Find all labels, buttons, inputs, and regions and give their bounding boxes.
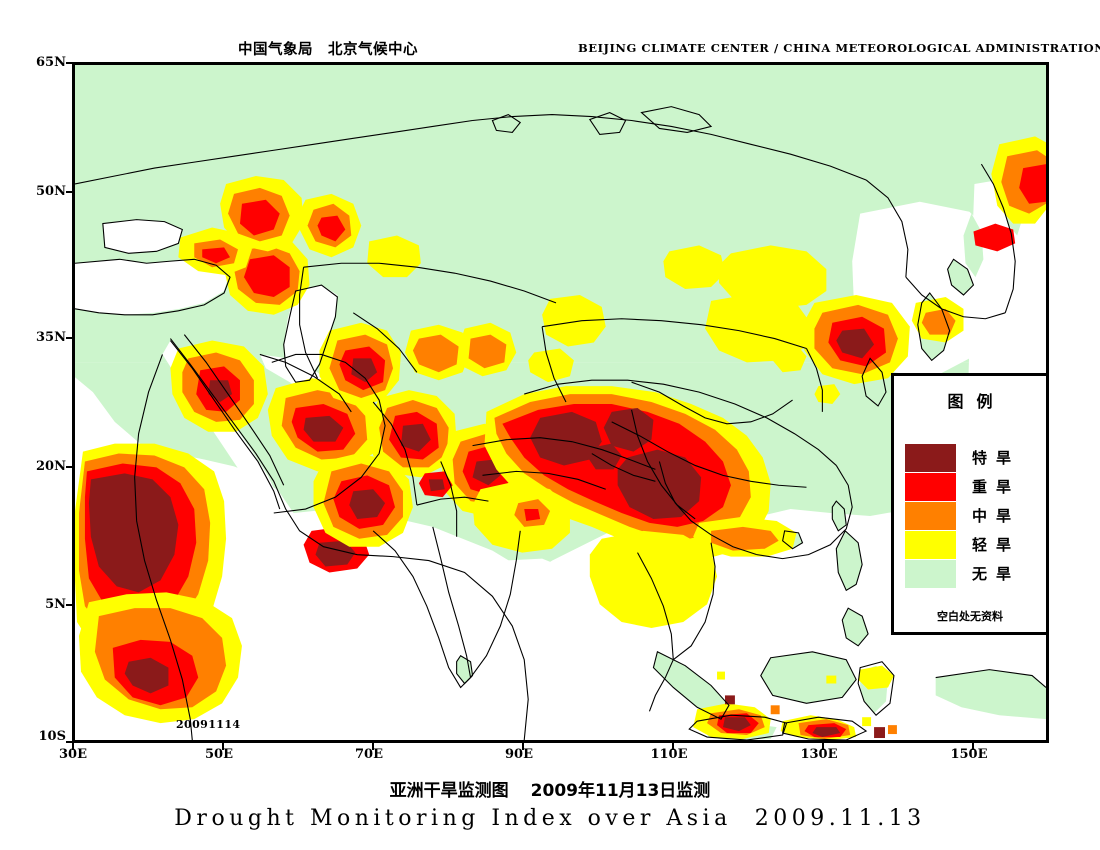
x-axis-tick-label: 110E bbox=[650, 747, 688, 762]
legend-swatch-light-drought bbox=[905, 530, 956, 559]
legend-label-no-drought: 无旱 bbox=[972, 565, 1021, 583]
legend-swatch-severe-drought bbox=[905, 472, 956, 501]
legend-swatch-no-drought bbox=[905, 559, 956, 588]
x-axis-tick-label: 30E bbox=[59, 747, 87, 762]
legend-item-severe-drought: 重旱 bbox=[905, 472, 1041, 501]
drought-index-heatmap bbox=[75, 65, 1046, 740]
map-plot-area bbox=[72, 62, 1049, 743]
legend-label-severe-drought: 重旱 bbox=[972, 478, 1021, 496]
agency-name-english: BEIJING CLIMATE CENTER / CHINA METEOROLO… bbox=[578, 41, 1100, 55]
legend-item-moderate-drought: 中旱 bbox=[905, 501, 1041, 530]
legend-item-light-drought: 轻旱 bbox=[905, 530, 1041, 559]
chart-title-english: Drought Monitoring Index over Asia 2009.… bbox=[0, 806, 1100, 831]
legend-label-light-drought: 轻旱 bbox=[972, 536, 1021, 554]
y-axis-tick-label: 50N bbox=[36, 184, 66, 199]
legend-title: 图例 bbox=[947, 392, 1006, 411]
chart-title-english-text: Drought Monitoring Index over Asia bbox=[174, 806, 732, 831]
agency-name-chinese: 中国气象局 北京气候中心 bbox=[238, 42, 418, 58]
legend-swatch-moderate-drought bbox=[905, 501, 956, 530]
x-axis-tick-label: 90E bbox=[505, 747, 533, 762]
y-axis-tick-label: 5N bbox=[45, 597, 66, 612]
y-axis-tick-label: 65N bbox=[36, 55, 66, 70]
y-axis-tick-label: 20N bbox=[36, 459, 66, 474]
legend-label-extreme-drought: 特旱 bbox=[972, 449, 1021, 467]
y-axis-tick-label: 10S bbox=[38, 729, 66, 744]
legend-footer-note: 空白处无资料 bbox=[937, 610, 1003, 623]
header-band: 中国气象局 北京气候中心 BEIJING CLIMATE CENTER / CH… bbox=[0, 38, 1100, 60]
legend-panel: 图例 特旱 重旱 中旱 轻旱 无旱 空白处无资料 bbox=[891, 373, 1049, 635]
x-axis-tick-label: 150E bbox=[950, 747, 988, 762]
chart-date-english: 2009.11.13 bbox=[754, 806, 926, 831]
x-axis-tick-label: 130E bbox=[800, 747, 838, 762]
legend-item-no-drought: 无旱 bbox=[905, 559, 1041, 588]
y-axis-tick-label: 35N bbox=[36, 330, 66, 345]
legend-swatch-extreme-drought bbox=[905, 443, 956, 472]
x-axis-tick-label: 50E bbox=[205, 747, 233, 762]
chart-date-chinese: 2009年11月13日监测 bbox=[530, 781, 711, 801]
legend-items: 特旱 重旱 中旱 轻旱 无旱 bbox=[905, 443, 1041, 588]
chart-title-chinese-text: 亚洲干旱监测图 bbox=[389, 781, 509, 801]
legend-label-moderate-drought: 中旱 bbox=[972, 507, 1021, 525]
x-axis-tick-label: 70E bbox=[355, 747, 383, 762]
chart-title-chinese: 亚洲干旱监测图 2009年11月13日监测 bbox=[0, 776, 1100, 801]
production-datestamp: 20091114 bbox=[176, 718, 241, 731]
legend-item-extreme-drought: 特旱 bbox=[905, 443, 1041, 472]
